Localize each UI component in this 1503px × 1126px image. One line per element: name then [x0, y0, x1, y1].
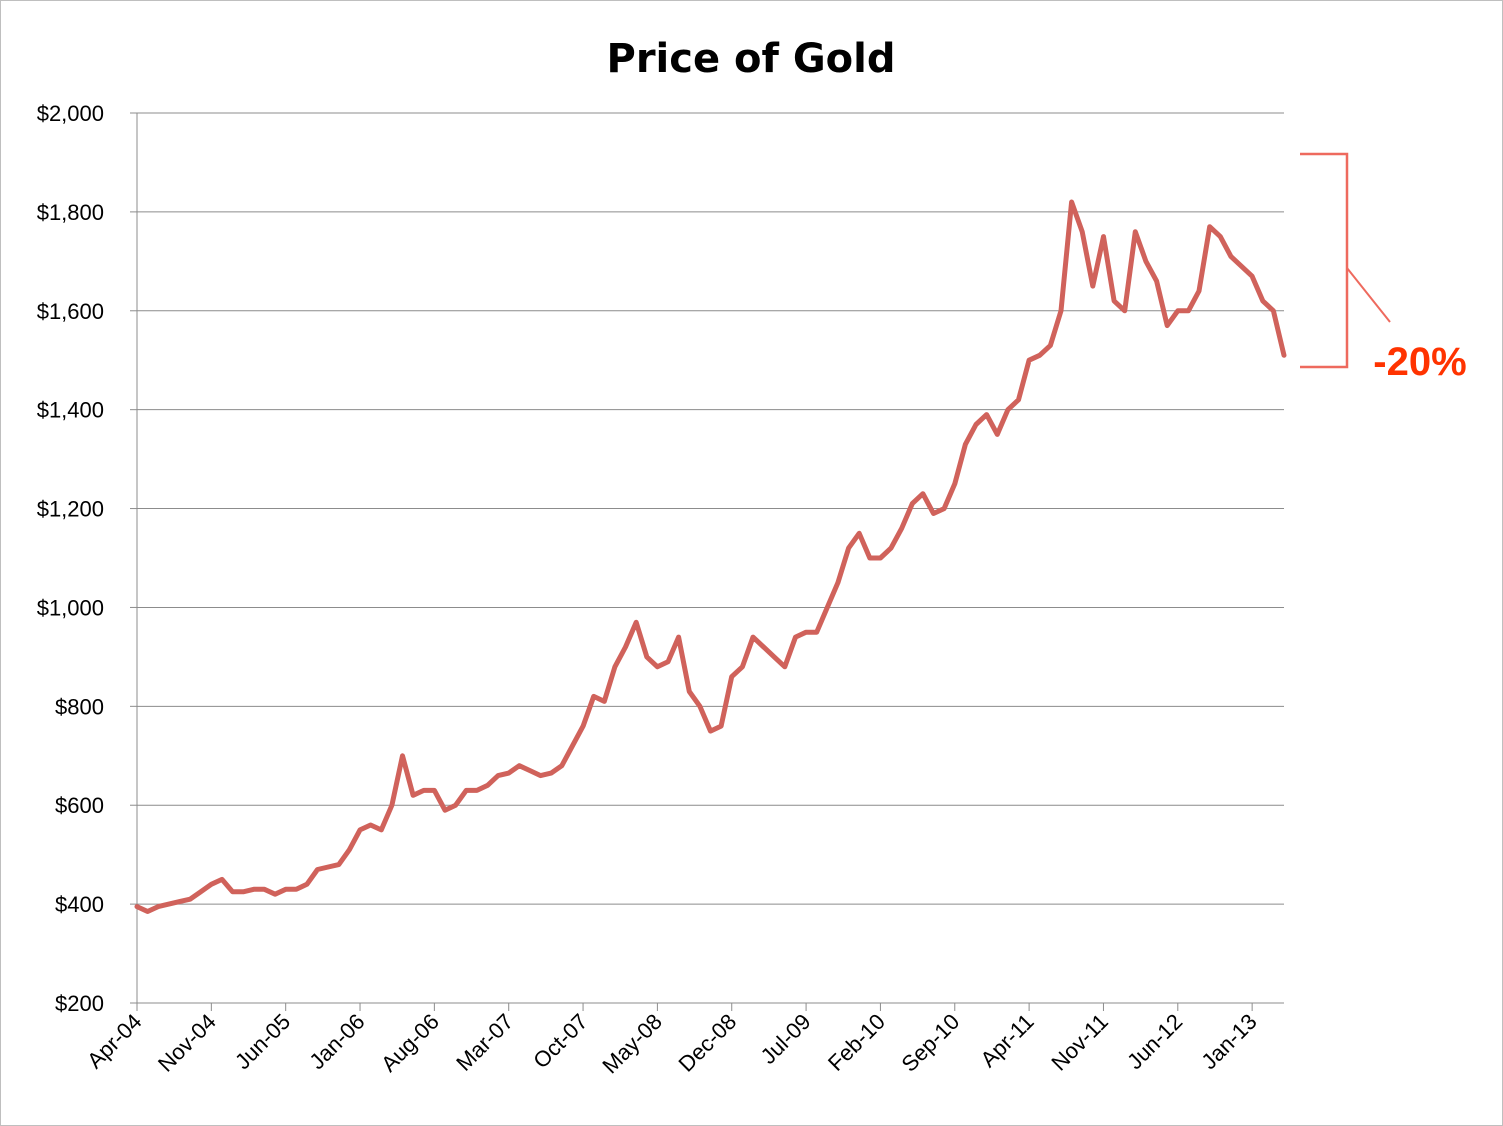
gridlines — [137, 112, 1284, 905]
x-tick-label: Mar-07 — [451, 1009, 518, 1076]
x-tick-label: Jan-13 — [1196, 1009, 1261, 1074]
x-tick-label: May-08 — [597, 1009, 667, 1079]
y-tick-label: $800 — [55, 694, 104, 719]
drawdown-label: -20% — [1373, 340, 1466, 384]
y-tick-label: $1,800 — [37, 200, 104, 225]
x-tick-label: Sep-10 — [896, 1009, 964, 1077]
y-tick-label: $200 — [55, 991, 104, 1016]
x-tick-label: Jan-06 — [304, 1009, 369, 1074]
x-tick-label: Jun-12 — [1122, 1009, 1187, 1074]
y-tick-label: $2,000 — [37, 101, 104, 126]
x-tick-label: Feb-10 — [823, 1009, 890, 1076]
axes — [136, 113, 1284, 1004]
series-layer — [134, 199, 1287, 914]
x-tick-label: Dec-08 — [673, 1009, 741, 1077]
drawdown-bracket — [1300, 152, 1349, 369]
x-tick-label: Jun-05 — [230, 1009, 295, 1074]
x-tick-label: Nov-04 — [153, 1009, 221, 1077]
x-tick-label: Apr-04 — [82, 1009, 146, 1073]
y-tick-label: $1,000 — [37, 595, 104, 620]
x-tick-label: Nov-11 — [1046, 1009, 1113, 1076]
x-tick-label: Apr-11 — [975, 1009, 1038, 1072]
drawdown-annotation: -20% — [1300, 152, 1467, 384]
y-tick-label: $600 — [55, 793, 104, 818]
chart-title: Price of Gold — [607, 36, 896, 82]
gold-price-line — [134, 199, 1287, 914]
y-tick-label: $1,400 — [37, 398, 104, 423]
y-tick-label: $1,600 — [37, 299, 104, 324]
x-axis-ticks: Apr-04 Nov-04 Jun-05 Jan-06 Aug-06 Mar-07 Oct-… — [82, 1003, 1262, 1078]
y-tick-label: $1,200 — [37, 497, 104, 522]
x-tick-label: Oct-07 — [528, 1009, 592, 1073]
y-tick-label: $400 — [55, 892, 104, 917]
x-tick-label: Aug-06 — [376, 1009, 444, 1077]
y-axis-ticks: $200 $400 $600 $800 $1,000 $1,200 $1,400 $1,600… — [37, 101, 137, 1016]
x-tick-label: Jul-09 — [756, 1009, 816, 1069]
drawdown-pointer-line — [1346, 267, 1391, 323]
